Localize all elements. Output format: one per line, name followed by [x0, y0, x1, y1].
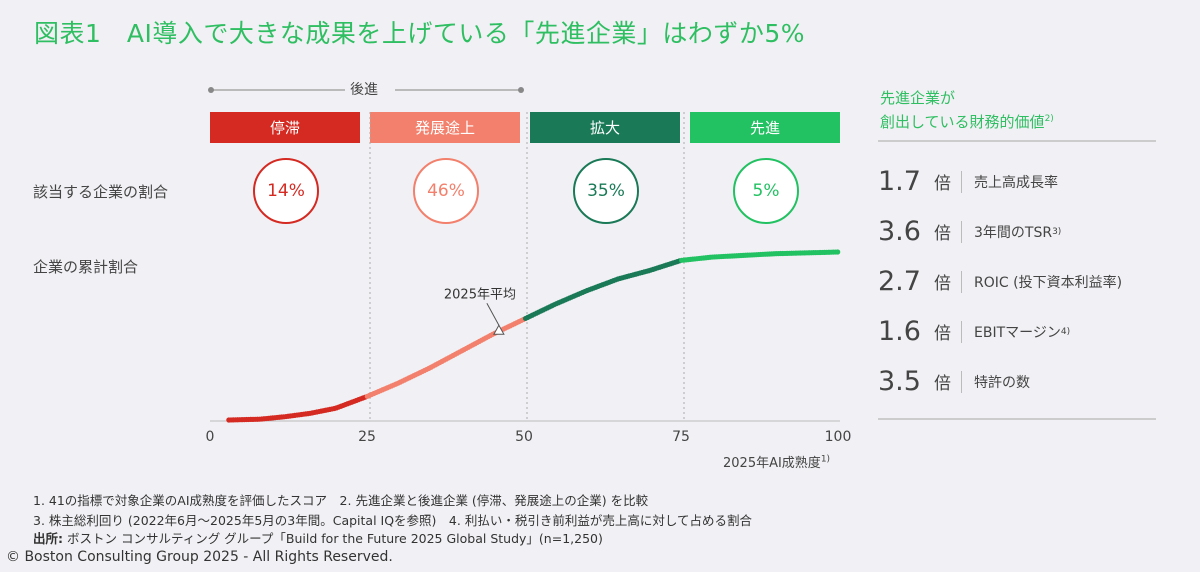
metric-value: 3.6	[878, 216, 921, 247]
metric-separator	[961, 370, 962, 393]
metric-separator	[961, 220, 962, 243]
stage-header-0: 停滞	[210, 112, 360, 143]
metric-row: 3.6 倍 3年間のTSR 3)	[878, 216, 1061, 247]
metric-separator	[961, 170, 962, 193]
x-tick-label: 50	[515, 429, 533, 445]
average-marker-icon	[493, 324, 505, 335]
page-title: 図表1 AI導入で大きな成果を上げている「先進企業」はわずか5%	[34, 19, 806, 48]
metric-unit: 倍	[934, 324, 951, 344]
metric-row: 1.7 倍 売上高成長率	[878, 166, 1058, 197]
metric-value: 2.7	[878, 266, 921, 297]
stage-share-3: 5%	[733, 158, 799, 224]
source-text: ボストン コンサルティング グループ「Build for the Future …	[63, 531, 603, 546]
divider	[878, 140, 1156, 142]
x-tick-label: 25	[358, 429, 376, 445]
metric-unit: 倍	[934, 274, 951, 294]
metric-value: 1.6	[878, 316, 921, 347]
footnote-2: 3. 株主総利回り (2022年6月～2025年5月の3年間。Capital I…	[33, 513, 752, 528]
metric-label: ROIC (投下資本利益率)	[974, 274, 1123, 291]
x-tick-label: 75	[672, 429, 690, 445]
source-note: 出所: ボストン コンサルティング グループ「Build for the Fut…	[33, 530, 603, 547]
x-axis-label-text: 2025年AI成熟度	[723, 456, 821, 471]
right-panel-title-line1: 先進企業が	[880, 89, 956, 107]
right-panel-title-note: 2)	[1044, 114, 1054, 124]
metric-note: 3)	[1052, 226, 1062, 237]
metric-label: EBITマージン	[974, 324, 1061, 341]
maturity-chart: 0 25 50 75 100 2025年平均	[206, 112, 852, 445]
footnote-1: 1. 41の指標で対象企業のAI成熟度を評価したスコア 2. 先進企業と後進企業…	[33, 493, 649, 508]
laggards-label: 後進	[350, 82, 378, 98]
stage-share-2: 35%	[573, 158, 639, 224]
stage-header-1: 発展途上	[370, 112, 520, 143]
stage-header-2: 拡大	[530, 112, 680, 143]
metric-separator	[961, 320, 962, 343]
copyright: © Boston Consulting Group 2025 - All Rig…	[6, 549, 393, 565]
metric-separator	[961, 270, 962, 293]
metric-row: 1.6 倍 EBITマージン 4)	[878, 316, 1070, 347]
source-label: 出所:	[33, 531, 63, 546]
metric-label: 3年間のTSR	[974, 224, 1053, 241]
share-row-label: 該当する企業の割合	[33, 183, 169, 201]
stage-share-1: 46%	[413, 158, 479, 224]
laggards-bracket	[208, 87, 524, 93]
annotation-leader	[486, 303, 500, 326]
metric-value: 3.5	[878, 366, 921, 397]
right-panel-title-line2: 創出している財務的価値	[880, 113, 1045, 131]
right-panel-title: 先進企業が 創出している財務的価値2)	[880, 88, 1054, 133]
metric-row: 3.5 倍 特許の数	[878, 366, 1030, 397]
metric-row: 2.7 倍 ROIC (投下資本利益率)	[878, 266, 1122, 297]
metric-unit: 倍	[934, 374, 951, 394]
metric-label: 売上高成長率	[974, 174, 1058, 191]
metric-unit: 倍	[934, 174, 951, 194]
metric-value: 1.7	[878, 166, 921, 197]
x-axis-label-note: 1)	[820, 454, 831, 465]
metric-label: 特許の数	[974, 374, 1030, 391]
x-axis-label: 2025年AI成熟度1)	[723, 452, 830, 471]
data-point	[835, 249, 841, 255]
stage-header-3: 先進	[690, 112, 840, 143]
divider	[878, 418, 1156, 420]
average-annotation: 2025年平均	[444, 287, 516, 302]
cumulative-row-label: 企業の累計割合	[33, 258, 139, 276]
metric-note: 4)	[1060, 326, 1071, 337]
metric-unit: 倍	[934, 224, 951, 244]
x-tick-label: 0	[206, 429, 215, 445]
stage-share-0: 14%	[253, 158, 319, 224]
x-tick-label: 100	[825, 429, 852, 445]
